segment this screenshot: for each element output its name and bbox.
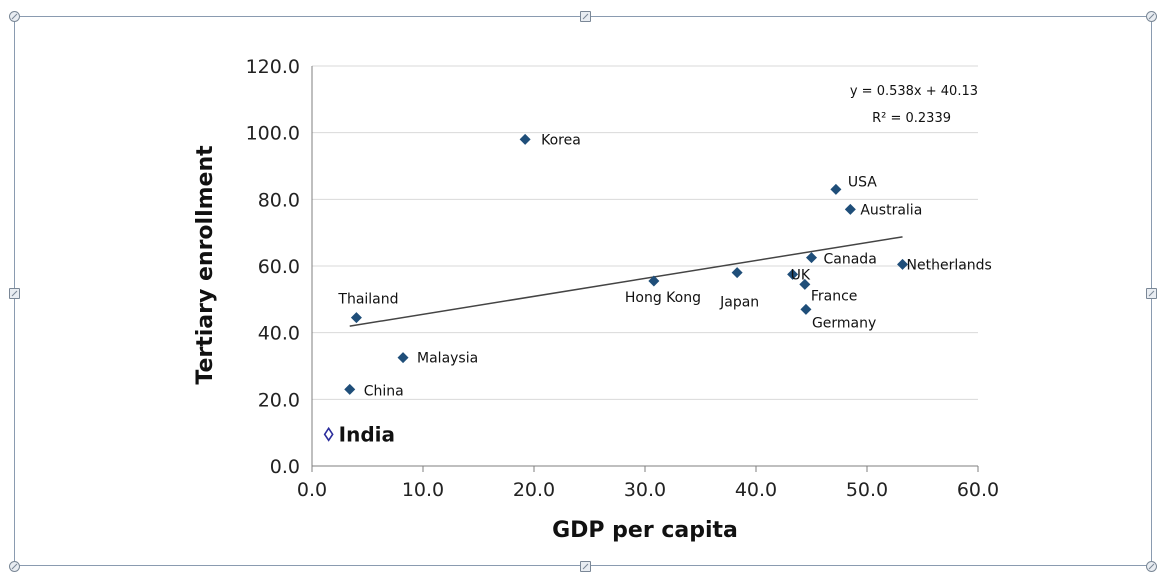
x-tick-label: 50.0 <box>846 479 888 501</box>
data-points: Korea USA Australia Canada Netherlands UK Japa… <box>337 132 991 399</box>
data-point-label: Korea <box>541 132 581 148</box>
resize-handle-top-middle[interactable] <box>580 11 591 22</box>
resize-handle-bottom-left[interactable] <box>9 561 20 572</box>
y-tick-label: 0.0 <box>270 456 300 478</box>
x-tick-label: 0.0 <box>297 479 327 501</box>
data-point-label: Australia <box>860 202 922 218</box>
y-tick-label: 80.0 <box>258 189 300 211</box>
x-tick-label: 30.0 <box>624 479 666 501</box>
trendline-r-squared: R² = 0.2339 <box>872 111 951 126</box>
axes <box>311 66 979 472</box>
data-point-marker <box>897 258 909 270</box>
data-point-label: USA <box>848 174 877 190</box>
data-point-marker <box>800 303 812 315</box>
data-point-label: UK <box>791 267 811 283</box>
data-point-marker <box>648 275 660 287</box>
trendline-equation: y = 0.538x + 40.13 <box>850 84 978 99</box>
y-tick-label: 120.0 <box>246 56 300 78</box>
x-tick-label: 20.0 <box>513 479 555 501</box>
data-point-marker <box>731 267 743 279</box>
data-point-label: Malaysia <box>417 351 478 367</box>
gridlines <box>312 65 978 400</box>
data-point-marker <box>799 278 811 290</box>
y-tick-label: 60.0 <box>258 256 300 278</box>
data-point-label: Germany <box>812 315 876 331</box>
y-axis-title: Tertiary enrollment <box>193 145 218 385</box>
resize-handle-top-left[interactable] <box>9 11 20 22</box>
x-tick-label: 40.0 <box>735 479 777 501</box>
data-point-label: Japan <box>719 295 759 311</box>
data-point-marker <box>344 383 356 395</box>
data-point-marker <box>787 268 799 280</box>
resize-handle-middle-left[interactable] <box>9 288 20 299</box>
data-point-marker <box>844 203 856 215</box>
data-point-marker <box>397 352 409 364</box>
x-tick-label: 10.0 <box>402 479 444 501</box>
y-tick-labels: 0.0 20.0 40.0 60.0 80.0 100.0 120.0 <box>246 56 300 478</box>
data-point-marker <box>350 312 362 324</box>
data-point-label: Canada <box>824 252 877 268</box>
data-point-marker <box>830 183 842 195</box>
x-tick-label: 60.0 <box>957 479 999 501</box>
data-point-label: China <box>364 383 404 399</box>
x-tick-labels: 0.0 10.0 20.0 30.0 40.0 50.0 60.0 <box>297 479 999 501</box>
y-tick-label: 100.0 <box>246 123 300 145</box>
highlight-point: India <box>323 422 395 446</box>
y-tick-label: 20.0 <box>258 389 300 411</box>
data-point-label: Thailand <box>337 292 398 308</box>
data-point-label: Netherlands <box>907 257 992 273</box>
resize-handle-top-right[interactable] <box>1146 11 1157 22</box>
data-point-marker <box>519 133 531 145</box>
data-point-label: France <box>811 288 858 304</box>
resize-handle-bottom-right[interactable] <box>1146 561 1157 572</box>
y-tick-label: 40.0 <box>258 323 300 345</box>
highlight-point-marker <box>323 426 334 442</box>
data-point-label: Hong Kong <box>625 290 701 306</box>
x-axis-title: GDP per capita <box>552 518 738 543</box>
trendline <box>349 236 903 327</box>
highlight-point-label: India <box>339 422 395 446</box>
resize-handle-bottom-middle[interactable] <box>580 561 591 572</box>
resize-handle-middle-right[interactable] <box>1146 288 1157 299</box>
data-point-marker <box>806 252 817 264</box>
